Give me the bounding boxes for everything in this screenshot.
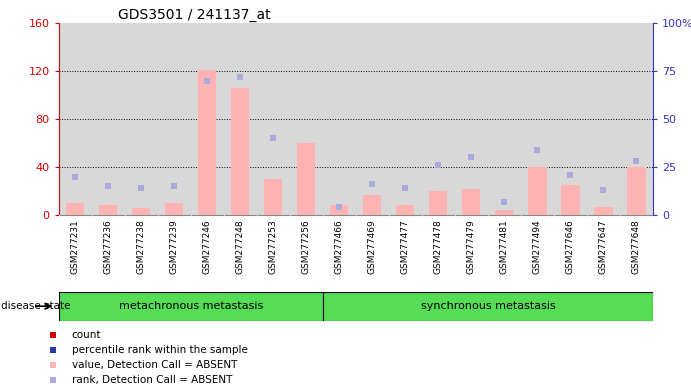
Text: GSM277466: GSM277466 [335, 219, 344, 274]
Text: metachronous metastasis: metachronous metastasis [119, 301, 263, 311]
Text: GSM277246: GSM277246 [202, 219, 212, 273]
Bar [627, 167, 645, 215]
Text: GSM277647: GSM277647 [599, 219, 608, 274]
Text: GSM277236: GSM277236 [104, 219, 113, 274]
Text: GSM277469: GSM277469 [368, 219, 377, 274]
Bar [363, 195, 381, 215]
Text: GSM277231: GSM277231 [70, 219, 79, 274]
Text: GSM277479: GSM277479 [467, 219, 476, 274]
Bar [323, 292, 653, 321]
Text: GSM277478: GSM277478 [434, 219, 443, 274]
Text: GDS3501 / 241137_at: GDS3501 / 241137_at [118, 8, 271, 22]
Bar [594, 207, 612, 215]
Bar [132, 208, 151, 215]
Text: GSM277248: GSM277248 [236, 219, 245, 273]
Text: GSM277239: GSM277239 [170, 219, 179, 274]
Bar [59, 292, 323, 321]
Text: GSM277648: GSM277648 [632, 219, 641, 274]
Bar [462, 189, 480, 215]
Text: GSM277477: GSM277477 [401, 219, 410, 274]
Bar [231, 88, 249, 215]
Text: GSM277481: GSM277481 [500, 219, 509, 274]
Text: rank, Detection Call = ABSENT: rank, Detection Call = ABSENT [72, 374, 232, 384]
Bar [66, 203, 84, 215]
Text: GSM277646: GSM277646 [566, 219, 575, 274]
Bar [429, 191, 448, 215]
Bar [100, 205, 117, 215]
Text: GSM277494: GSM277494 [533, 219, 542, 273]
Text: count: count [72, 330, 102, 340]
Bar [198, 70, 216, 215]
Text: disease state: disease state [1, 301, 70, 311]
Text: percentile rank within the sample: percentile rank within the sample [72, 345, 248, 355]
Text: value, Detection Call = ABSENT: value, Detection Call = ABSENT [72, 360, 237, 370]
Text: synchronous metastasis: synchronous metastasis [421, 301, 556, 311]
Text: GSM277253: GSM277253 [269, 219, 278, 274]
Text: GSM277256: GSM277256 [302, 219, 311, 274]
Bar [165, 203, 183, 215]
Bar [297, 143, 315, 215]
Bar [561, 185, 580, 215]
Bar [264, 179, 283, 215]
Bar [495, 210, 513, 215]
Text: GSM277238: GSM277238 [137, 219, 146, 274]
Bar [397, 205, 415, 215]
Bar [529, 167, 547, 215]
Bar [330, 205, 348, 215]
